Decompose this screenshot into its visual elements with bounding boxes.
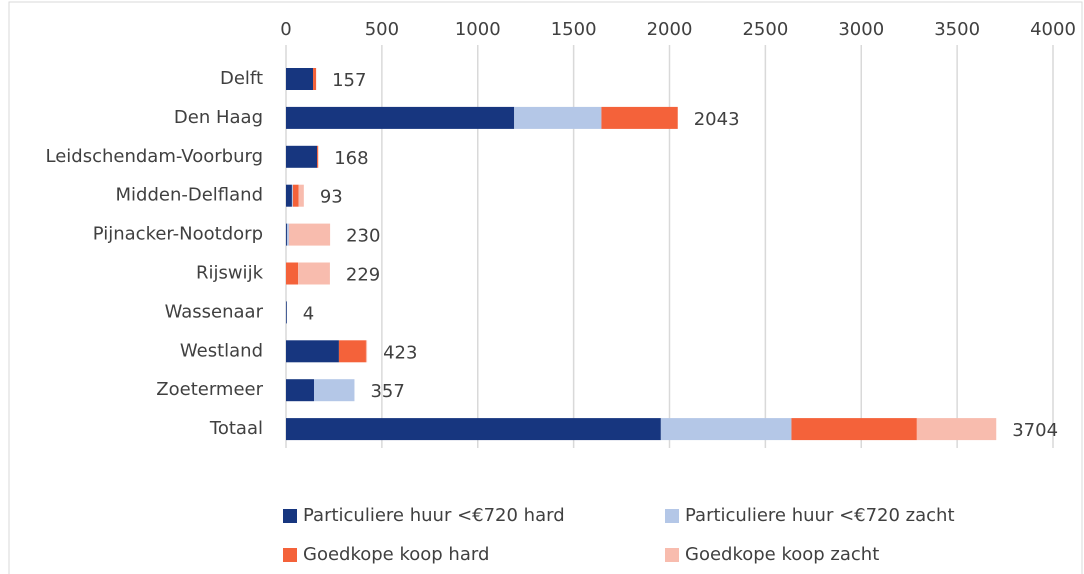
bar-segment [286, 418, 661, 441]
bar-segment [286, 184, 292, 207]
y-tick-label: Pijnacker-Nootdorp [93, 224, 263, 245]
bar-segment [298, 262, 330, 285]
bar-segment [286, 145, 318, 168]
bar-segment [338, 340, 366, 363]
legend-label: Particuliere huur <€720 hard [303, 505, 565, 526]
total-label: 157 [332, 70, 366, 91]
legend-label: Goedkope koop hard [303, 544, 489, 565]
bar-segment [286, 223, 289, 246]
x-tick-label: 4000 [1030, 19, 1076, 40]
legend-label: Goedkope koop zacht [685, 544, 879, 565]
legend-label: Particuliere huur <€720 zacht [685, 505, 955, 526]
total-label: 3704 [1012, 420, 1058, 441]
total-label: 230 [346, 226, 380, 247]
x-tick-label: 0 [280, 19, 291, 40]
total-label: 423 [383, 342, 417, 363]
legend-swatch [665, 548, 679, 562]
bar-segment [298, 184, 304, 207]
y-tick-label: Leidschendam-Voorburg [46, 146, 264, 167]
y-tick-label: Midden-Delfland [116, 185, 264, 206]
x-tick-label: 3500 [934, 19, 980, 40]
legend-swatch [283, 509, 297, 523]
bar-segment [288, 223, 331, 246]
total-label: 168 [334, 148, 368, 169]
legend-swatch [283, 548, 297, 562]
x-tick-label: 3000 [838, 19, 884, 40]
bar-segment [286, 301, 287, 324]
bar-segment [660, 418, 792, 441]
y-tick-label: Wassenaar [165, 301, 264, 322]
bar-segment [286, 340, 339, 363]
bar-segment [286, 106, 515, 129]
y-tick-label: Den Haag [174, 107, 263, 128]
total-label: 2043 [694, 109, 740, 130]
bar-segment [317, 145, 319, 168]
bar-segment [286, 379, 314, 402]
bar-segment [601, 106, 678, 129]
y-tick-label: Rijswijk [196, 263, 264, 284]
bar-segment [313, 68, 317, 90]
legend-swatch [665, 509, 679, 523]
bar-segment [286, 262, 299, 285]
total-label: 93 [320, 187, 343, 208]
total-label: 229 [346, 265, 380, 286]
x-tick-label: 2000 [647, 19, 693, 40]
total-label: 357 [370, 381, 404, 402]
bar-segment [291, 184, 293, 207]
x-tick-label: 2500 [742, 19, 788, 40]
chart-frame [8, 1, 1083, 574]
bar-segment [791, 418, 917, 441]
x-tick-label: 1500 [551, 19, 597, 40]
y-tick-label: Zoetermeer [156, 379, 263, 400]
y-tick-label: Westland [180, 340, 263, 361]
bar-segment [292, 184, 299, 207]
bar-segment [365, 340, 368, 363]
bar-segment [514, 106, 602, 129]
total-label: 4 [303, 303, 314, 324]
x-tick-label: 500 [365, 19, 399, 40]
y-tick-label: Totaal [209, 418, 263, 439]
bar-segment [916, 418, 997, 441]
bar-segment [286, 68, 314, 90]
y-tick-label: Delft [220, 68, 263, 89]
bar-segment [313, 379, 355, 402]
bar-segment [286, 223, 287, 246]
x-tick-label: 1000 [455, 19, 501, 40]
